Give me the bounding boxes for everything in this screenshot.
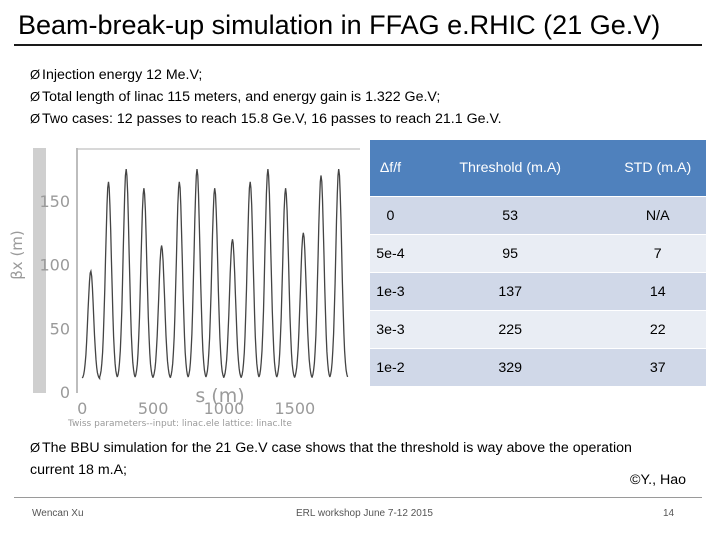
bullet-text: Injection energy 12 Me.V; <box>42 67 203 83</box>
table-header-row: Δf/f Threshold (m.A) STD (m.A) <box>370 140 706 197</box>
conclusion-bullet: Ø The BBU simulation for the 21 Ge.V case… <box>30 437 670 481</box>
footer-page-number: 14 <box>663 508 675 519</box>
cell-threshold: 225 <box>410 310 610 349</box>
cell-std: N/A <box>609 196 706 235</box>
x-tick-labels: 0 500 1000 1500 <box>77 399 315 418</box>
cell-df-over-f: 1e-3 <box>370 272 411 311</box>
bullet-item: Ø Two cases: 12 passes to reach 15.8 Ge.V… <box>30 108 502 130</box>
x-tick-label: 0 <box>77 399 87 418</box>
cell-df-over-f: 5e-4 <box>370 234 411 273</box>
bullet-text: Two cases: 12 passes to reach 15.8 Ge.V,… <box>42 111 502 127</box>
slide-title: Beam-break-up simulation in FFAG e.RHIC … <box>18 10 661 40</box>
header-std: STD (m.A) <box>609 140 706 197</box>
bullet-item: Ø Injection energy 12 Me.V; <box>30 64 502 86</box>
title-underline <box>14 44 702 46</box>
bullet-arrow-icon: Ø <box>30 440 41 455</box>
conclusion-text: The BBU simulation for the 21 Ge.V case … <box>30 440 632 478</box>
bullet-arrow-icon: Ø <box>30 111 41 126</box>
y-tick-label: 50 <box>50 319 70 338</box>
plot-caption: Twiss parameters--input: linac.ele latti… <box>67 419 292 429</box>
table-row: 1e-3 137 14 <box>370 272 706 311</box>
y-tick-label: 0 <box>60 383 70 402</box>
cell-threshold: 329 <box>410 348 610 386</box>
cell-df-over-f: 0 <box>370 196 411 235</box>
bullet-item: Ø Total length of linac 115 meters, and e… <box>30 86 502 108</box>
bullet-text: Total length of linac 115 meters, and en… <box>42 89 441 105</box>
cell-std: 22 <box>609 310 706 349</box>
cell-std: 14 <box>609 272 706 311</box>
beta-function-line <box>81 169 349 381</box>
footer-event: ERL workshop June 7-12 2015 <box>296 508 433 519</box>
x-tick-label: 500 <box>138 399 169 418</box>
footer-rule <box>14 497 702 498</box>
beta-function-plot: 0 50 100 150 0 500 1000 1500 βx (m) s (m) Twis… <box>8 130 360 432</box>
cell-threshold: 137 <box>410 272 610 311</box>
table-row: 5e-4 95 7 <box>370 234 706 273</box>
header-threshold: Threshold (m.A) <box>410 140 610 197</box>
bullet-list: Ø Injection energy 12 Me.V; Ø Total length… <box>30 64 502 130</box>
x-tick-label: 1000 <box>204 399 245 418</box>
threshold-table: Δf/f Threshold (m.A) STD (m.A) 0 53 N/A … <box>370 140 706 386</box>
bullet-arrow-icon: Ø <box>30 89 41 104</box>
cell-threshold: 95 <box>410 234 610 273</box>
cell-df-over-f: 1e-2 <box>370 348 411 386</box>
series-group <box>81 169 349 381</box>
y-tick-label: 100 <box>39 256 70 275</box>
plot-top-shadow <box>76 148 360 150</box>
plot-left-frame <box>76 148 78 393</box>
header-df-over-f: Δf/f <box>370 140 411 197</box>
footer-author: Wencan Xu <box>32 508 84 519</box>
cell-threshold: 53 <box>410 196 610 235</box>
cell-std: 37 <box>609 348 706 386</box>
y-tick-label: 150 <box>39 192 70 211</box>
copyright-note: ©Y., Hao <box>630 472 686 488</box>
table-row: 1e-2 329 37 <box>370 348 706 386</box>
x-axis-label: s (m) <box>195 385 244 407</box>
y-tick-labels: 0 50 100 150 <box>39 192 70 402</box>
bullet-arrow-icon: Ø <box>30 67 41 82</box>
table-row: 0 53 N/A <box>370 196 706 235</box>
table-row: 3e-3 225 22 <box>370 310 706 349</box>
cell-df-over-f: 3e-3 <box>370 310 411 349</box>
cell-std: 7 <box>609 234 706 273</box>
x-tick-label: 1500 <box>274 399 315 418</box>
plot-side-shadow <box>33 148 46 393</box>
y-axis-label: βx (m) <box>8 230 26 280</box>
